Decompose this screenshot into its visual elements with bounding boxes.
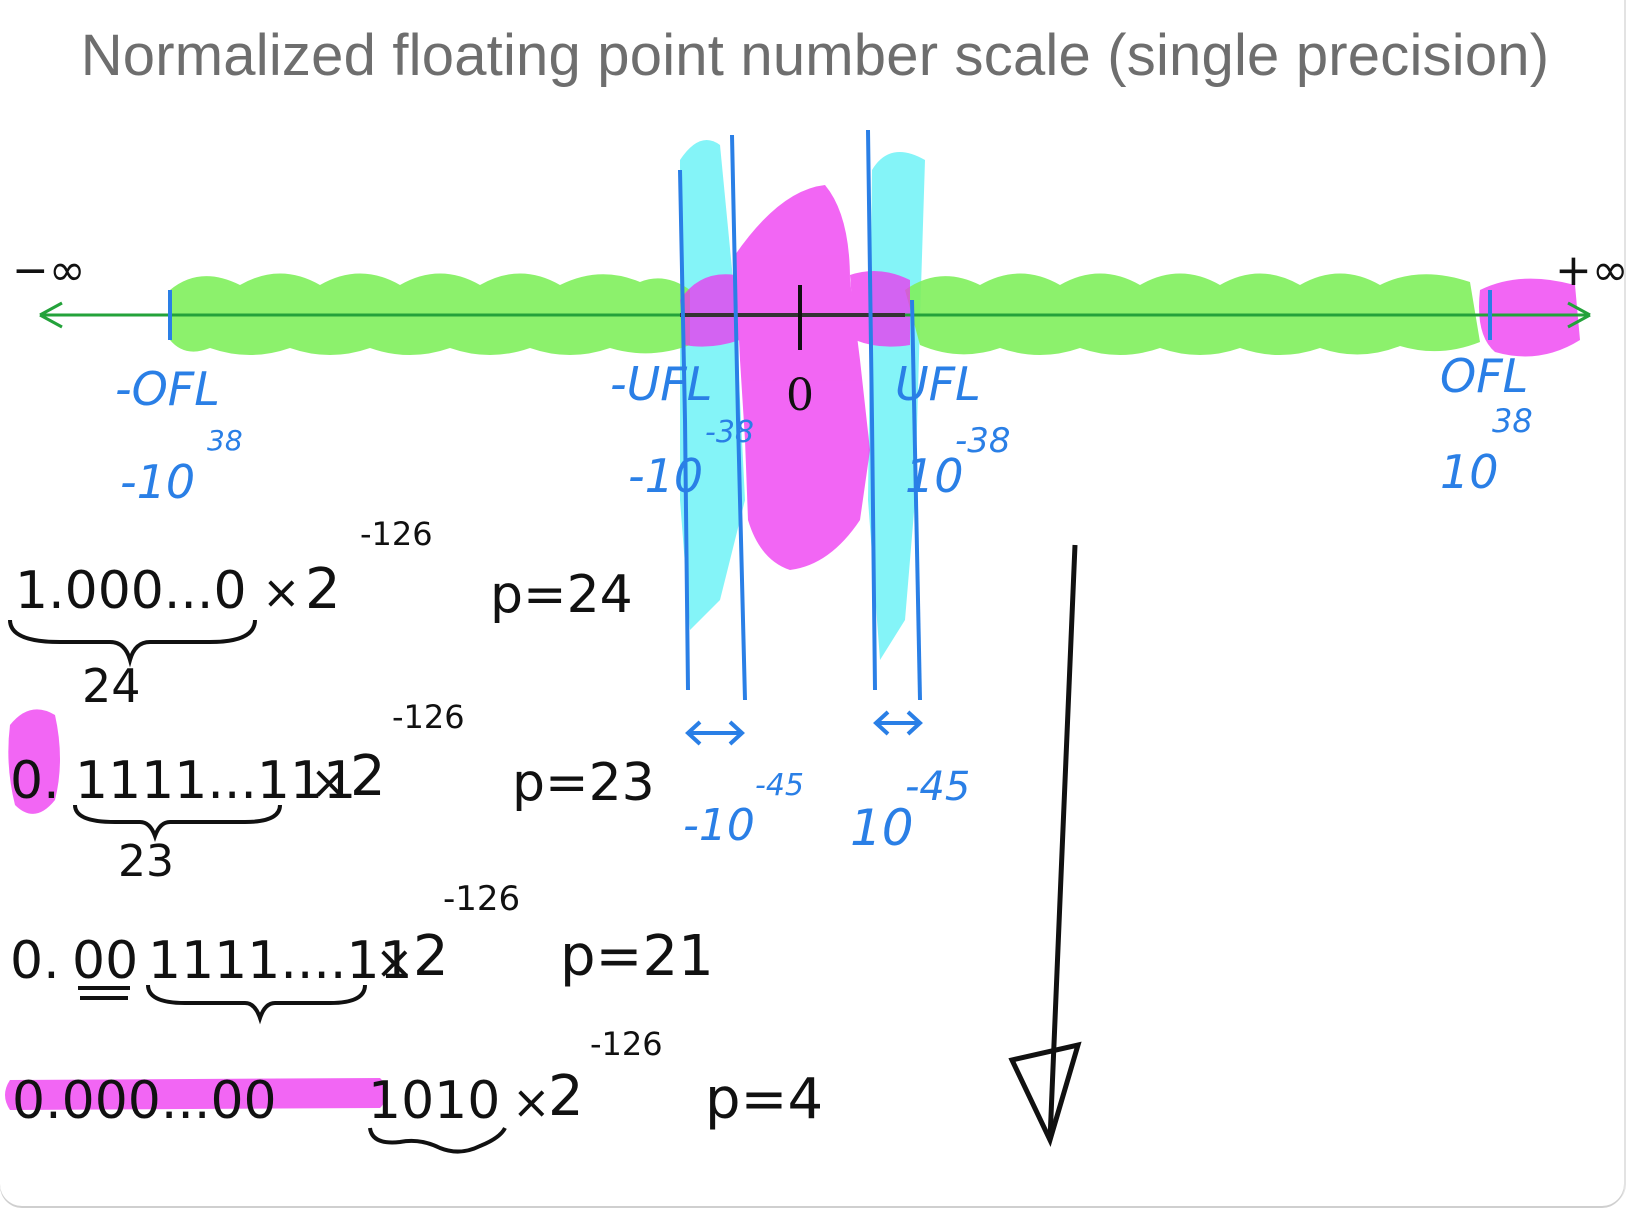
row-4-precision: p=4	[705, 1067, 823, 1132]
row-3-lead: 0.	[10, 931, 60, 991]
neg-ofl-base: -10	[120, 455, 195, 509]
ufl-boundaries	[678, 129, 922, 701]
row-2-lead: 0.	[10, 751, 60, 811]
neg-ufl-label: -UFL	[610, 357, 712, 411]
row-4-exp: -126	[590, 1025, 663, 1063]
neg-ofl-exp: 38	[207, 424, 243, 457]
row-4-lead: 0.000...00	[12, 1071, 277, 1131]
decreasing-precision-arrow	[1008, 544, 1082, 1147]
row-1-exp: -126	[360, 515, 433, 553]
row-3-base: 2	[413, 924, 449, 989]
pos-subnormal-base: 10	[850, 799, 914, 857]
row-3-mantissa: 1111....11	[148, 931, 413, 991]
row-1-base: 2	[305, 557, 341, 622]
row-3-precision: p=21	[560, 924, 714, 989]
neg-subnormal-base: -10	[683, 800, 755, 851]
row-2-exp: -126	[392, 698, 465, 736]
number-line	[39, 285, 1591, 350]
pos-infinity-label: +∞	[1555, 245, 1629, 296]
row-4-smallest-subnormal: 0.000...00 1010 × 2 -126 p=4	[12, 1025, 823, 1154]
row-4-times: ×	[512, 1075, 551, 1129]
pos-ofl-exp: 38	[1492, 402, 1533, 440]
pos-ufl-label: UFL	[895, 357, 981, 411]
row-3-leading-zeros: 00	[72, 931, 138, 991]
row-4-base: 2	[548, 1064, 584, 1129]
subnormal-spacing-arrows	[685, 710, 923, 746]
row-3-times: ×	[375, 935, 414, 989]
row-1-brace-count: 24	[82, 659, 141, 713]
neg-ufl-exp: -38	[705, 415, 754, 450]
row-1-times: ×	[262, 565, 301, 619]
magenta-highlights	[5, 185, 1580, 1110]
row-1-mantissa: 1.000...0	[15, 561, 247, 621]
row-2-mantissa: 1111...111	[75, 751, 356, 811]
pos-ufl-exp: -38	[955, 421, 1011, 461]
row-2-largest-subnormal: 0. 1111...111 × 2 -126 p=23 23	[10, 698, 655, 887]
row-1-normalized-min: 1.000...0 × 2 -126 p=24 24	[8, 515, 633, 713]
neg-ofl-label: -OFL	[115, 362, 220, 416]
zero-label: 0	[786, 370, 814, 421]
row-4-mantissa: 1010	[368, 1071, 500, 1131]
row-1-precision: p=24	[490, 565, 633, 625]
neg-subnormal-exp: -45	[755, 768, 804, 803]
slide-title: Normalized floating point number scale (…	[80, 23, 1550, 88]
row-2-base: 2	[350, 744, 386, 809]
pos-ofl-base: 10	[1440, 445, 1499, 499]
pos-ofl-label: OFL	[1440, 349, 1528, 403]
neg-infinity-label: −∞	[12, 245, 86, 296]
row-3-subnormal: 0. 00 1111....11 × 2 -126 p=21	[10, 879, 714, 1025]
neg-ufl-base: -10	[628, 449, 703, 503]
pos-subnormal-exp: -45	[905, 764, 970, 810]
pos-ufl-base: 10	[905, 449, 964, 503]
row-2-times: ×	[310, 755, 349, 809]
row-3-exp: -126	[443, 879, 520, 919]
row-2-precision: p=23	[512, 753, 655, 813]
row-2-brace-count: 23	[118, 836, 174, 887]
